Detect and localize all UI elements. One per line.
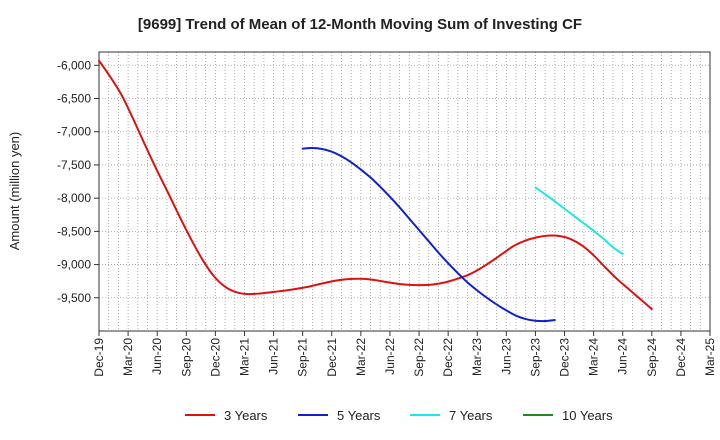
x-tick-label: Sep-24 bbox=[645, 338, 659, 377]
x-tick-label: Dec-24 bbox=[674, 338, 688, 377]
y-tick-label: -6,000 bbox=[57, 58, 91, 72]
x-tick-label: Mar-20 bbox=[121, 338, 135, 376]
x-tick-label: Jun-23 bbox=[499, 338, 513, 375]
x-tick-label: Mar-22 bbox=[354, 338, 368, 376]
series-line-5-years bbox=[301, 146, 556, 323]
series-lines bbox=[98, 59, 653, 323]
x-tick-label: Jun-22 bbox=[383, 338, 397, 375]
x-tick-label: Dec-21 bbox=[325, 338, 339, 377]
y-axis: -6,000 -6,500 -7,000 -7,500 -8,000 -8,500 -9,0… bbox=[57, 58, 99, 305]
x-axis: Dec-19 Mar-20 Jun-20 Sep-20 Dec-20 Mar-21 Jun-… bbox=[92, 331, 717, 377]
x-tick-label: Sep-21 bbox=[296, 338, 310, 377]
y-tick-label: -8,000 bbox=[57, 191, 91, 205]
y-tick-label: -9,500 bbox=[57, 291, 91, 305]
chart-title: [9699] Trend of Mean of 12-Month Moving … bbox=[138, 16, 582, 33]
x-tick-label: Sep-22 bbox=[412, 338, 426, 377]
x-tick-label: Jun-20 bbox=[150, 338, 164, 375]
x-tick-label: Mar-23 bbox=[470, 338, 484, 376]
x-tick-label: Sep-20 bbox=[179, 338, 193, 377]
x-tick-label: Jun-21 bbox=[267, 338, 281, 375]
x-tick-label: Mar-24 bbox=[587, 338, 601, 376]
y-tick-label: -7,000 bbox=[57, 125, 91, 139]
x-tick-label: Dec-22 bbox=[441, 338, 455, 377]
y-tick-label: -9,000 bbox=[57, 258, 91, 272]
x-tick-label: Mar-25 bbox=[703, 338, 717, 376]
y-axis-label: Amount (million yen) bbox=[7, 132, 22, 251]
x-tick-label: Sep-23 bbox=[528, 338, 542, 377]
plot-border bbox=[98, 51, 711, 332]
legend-label-5-years: 5 Years bbox=[337, 408, 381, 423]
legend-label-3-years: 3 Years bbox=[224, 408, 268, 423]
grid bbox=[98, 52, 711, 331]
x-tick-label: Dec-23 bbox=[558, 338, 572, 377]
x-tick-label: Dec-19 bbox=[92, 338, 106, 377]
series-line-7-years bbox=[534, 186, 624, 255]
x-tick-label: Jun-24 bbox=[616, 338, 630, 375]
y-tick-label: -8,500 bbox=[57, 224, 91, 238]
legend-label-10-years: 10 Years bbox=[562, 408, 613, 423]
legend: 3 Years 5 Years 7 Years 10 Years bbox=[185, 408, 613, 423]
plot-frame bbox=[98, 51, 711, 332]
series-line-3-years bbox=[98, 59, 653, 311]
y-tick-label: -6,500 bbox=[57, 92, 91, 106]
y-tick-label: -7,500 bbox=[57, 158, 91, 172]
legend-label-7-years: 7 Years bbox=[449, 408, 493, 423]
x-tick-label: Dec-20 bbox=[208, 338, 222, 377]
x-tick-label: Mar-21 bbox=[237, 338, 251, 376]
